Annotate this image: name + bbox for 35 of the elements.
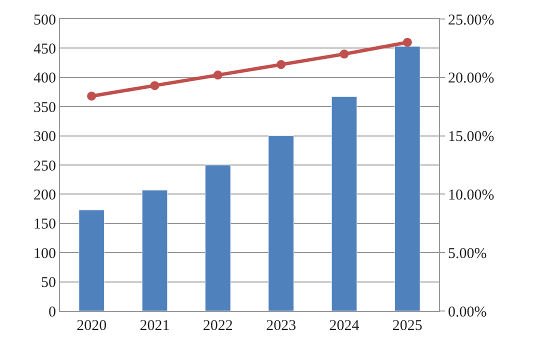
x-tick-label: 2020 bbox=[76, 318, 107, 334]
y-tick-label: 300 bbox=[34, 129, 56, 146]
y-tick-label: 0 bbox=[48, 304, 56, 320]
y2-tick-label: 20.00% bbox=[448, 70, 494, 87]
bar bbox=[205, 164, 231, 311]
bar bbox=[78, 210, 104, 311]
y-tick-label: 400 bbox=[34, 70, 56, 87]
bar bbox=[331, 96, 358, 311]
y2-tick-label: 5.00% bbox=[448, 246, 487, 262]
point bbox=[340, 50, 349, 59]
y-tick-label: 50 bbox=[41, 275, 56, 292]
x-tick-label: 2021 bbox=[140, 318, 170, 334]
y2-tick-label: 10.00% bbox=[448, 187, 494, 204]
y2-tick-label: 15.00% bbox=[448, 129, 494, 146]
y-tick-label: 250 bbox=[34, 158, 56, 174]
y-tick-label: 450 bbox=[34, 41, 56, 58]
x-tick-label: 2023 bbox=[266, 318, 296, 334]
x-tick-label: 2025 bbox=[392, 318, 422, 334]
bar bbox=[142, 190, 168, 311]
point bbox=[402, 38, 412, 47]
x-tick-label: 2022 bbox=[202, 318, 233, 334]
bar bbox=[394, 46, 420, 311]
y2-tick-label: 0.00% bbox=[448, 304, 487, 320]
y-tick-label: 500 bbox=[34, 12, 56, 28]
point bbox=[150, 81, 160, 90]
point bbox=[87, 92, 96, 101]
bar bbox=[268, 136, 294, 311]
y-tick-label: 100 bbox=[34, 246, 56, 262]
y2-tick-label: 25.00% bbox=[448, 12, 494, 28]
y-tick-label: 200 bbox=[34, 187, 56, 204]
point bbox=[276, 60, 286, 70]
y-tick-label: 350 bbox=[34, 100, 56, 116]
y-tick-label: 150 bbox=[34, 216, 56, 233]
point bbox=[213, 70, 222, 80]
x-tick-label: 2024 bbox=[329, 318, 360, 334]
